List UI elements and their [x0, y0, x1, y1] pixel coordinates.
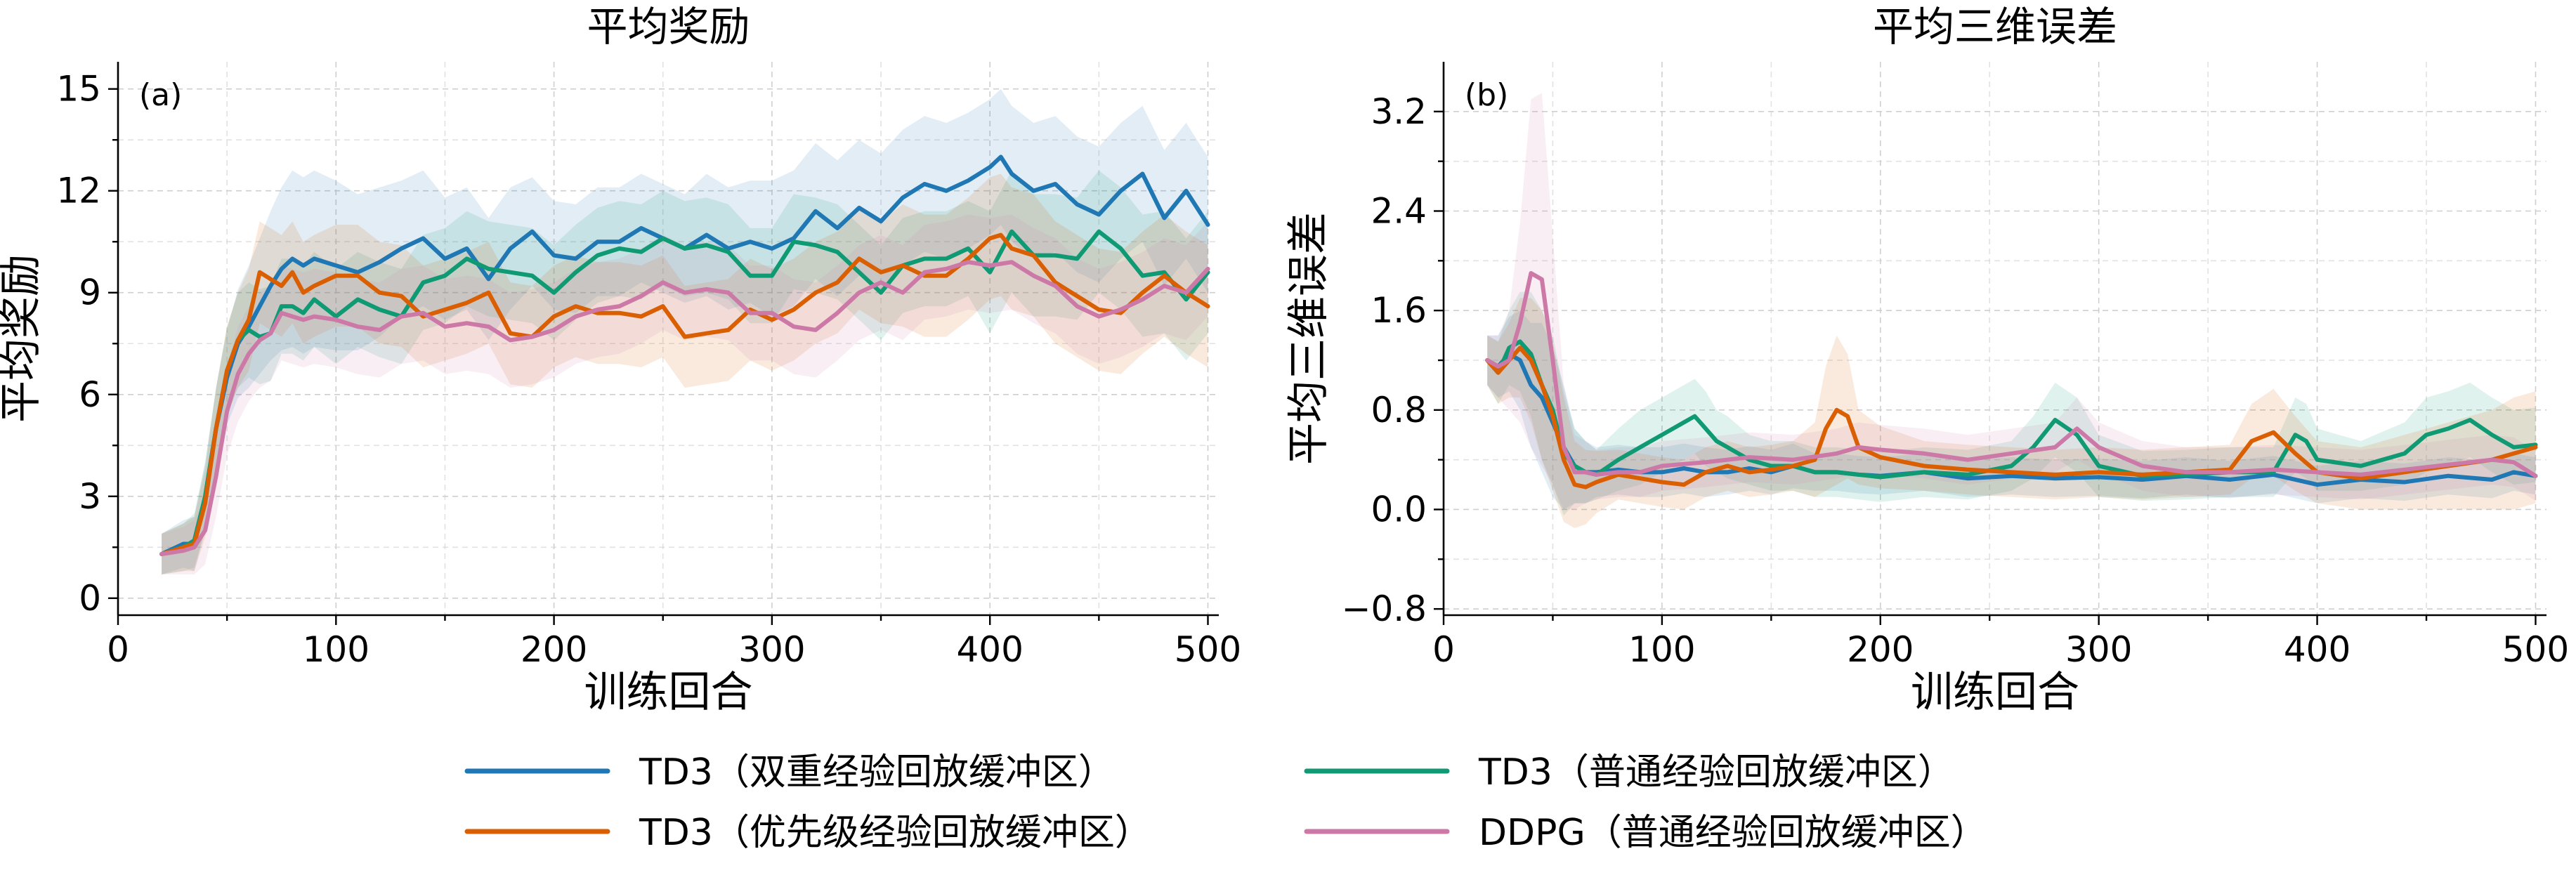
grid [1443, 62, 2546, 615]
legend-label: TD3（普通经验回放缓冲区） [1478, 751, 1954, 794]
legend-label: TD3（双重经验回放缓冲区） [639, 751, 1115, 794]
series-line-3 [159, 260, 1210, 556]
x-tick-label: 400 [2284, 629, 2351, 670]
chart-title: 平均奖励 [587, 3, 750, 51]
legend-item: DDPG（普通经验回放缓冲区） [1304, 812, 1987, 854]
x-tick-label: 100 [1628, 629, 1695, 670]
x-tick-label: 100 [303, 629, 370, 670]
x-tick-label: 200 [1847, 629, 1914, 670]
y-tick-label: 0.8 [1371, 390, 1427, 430]
series-line-2 [1485, 346, 2538, 489]
panel-error: 0 100 200 300 400 500 −0.8 0.0 0.8 1.6 2.4 3.2 平均三维误… [1284, 3, 2569, 717]
series-lines [1485, 271, 2538, 489]
y-tick-label: 1.6 [1371, 290, 1427, 331]
series-line-0 [159, 154, 1210, 556]
legend-label: TD3（优先级经验回放缓冲区） [639, 812, 1151, 854]
y-tick-label: 3 [79, 476, 101, 517]
panel-reward: 0 100 200 300 400 500 0 3 6 9 12 15 平均奖励 (a) 训练回合 平均奖励 [0, 3, 1241, 717]
y-tick-label: 15 [56, 69, 101, 110]
y-axis-label: 平均三维误差 [1284, 212, 1333, 465]
band-series-1 [162, 170, 1208, 574]
y-tick-label: 0 [79, 578, 101, 619]
x-tick-label: 400 [956, 629, 1023, 670]
x-tick-label: 500 [1175, 629, 1241, 670]
x-tick-label: 0 [1432, 629, 1455, 670]
y-tick-label: 0.0 [1371, 489, 1427, 529]
y-tick-label: 2.4 [1371, 190, 1427, 231]
confidence-bands [162, 88, 1208, 574]
series-line-2 [159, 232, 1210, 556]
legend-label: DDPG（普通经验回放缓冲区） [1479, 812, 1987, 854]
x-tick-label: 500 [2502, 629, 2569, 670]
panel-label: (a) [139, 77, 182, 113]
y-tick-label: −0.8 [1342, 588, 1427, 629]
series-lines [159, 154, 1210, 556]
x-axis-label: 训练回合 [584, 668, 753, 717]
x-tick-label: 300 [2065, 629, 2132, 670]
panel-label: (b) [1465, 77, 1508, 113]
series-line-1 [1485, 339, 2538, 480]
y-tick-label: 12 [56, 171, 101, 211]
band-series-0 [162, 88, 1208, 574]
legend-item: TD3（优先级经验回放缓冲区） [464, 812, 1151, 854]
legend-item: TD3（双重经验回放缓冲区） [464, 751, 1115, 794]
x-axis-label: 训练回合 [1911, 668, 2079, 717]
series-line-3 [1485, 271, 2538, 478]
legend: TD3（双重经验回放缓冲区） TD3（普通经验回放缓冲区） TD3（优先级经验回放缓… [464, 751, 1987, 854]
y-tick-label: 9 [79, 272, 101, 313]
y-axis-label: 平均奖励 [0, 254, 46, 423]
x-tick-label: 300 [738, 629, 805, 670]
y-tick-label: 6 [79, 374, 101, 415]
x-tick-label: 200 [521, 629, 587, 670]
chart-title: 平均三维误差 [1873, 3, 2117, 51]
band-series-3 [162, 214, 1208, 574]
legend-item: TD3（普通经验回放缓冲区） [1304, 751, 1954, 794]
x-tick-label: 0 [107, 629, 129, 670]
y-tick-label: 3.2 [1371, 91, 1427, 132]
